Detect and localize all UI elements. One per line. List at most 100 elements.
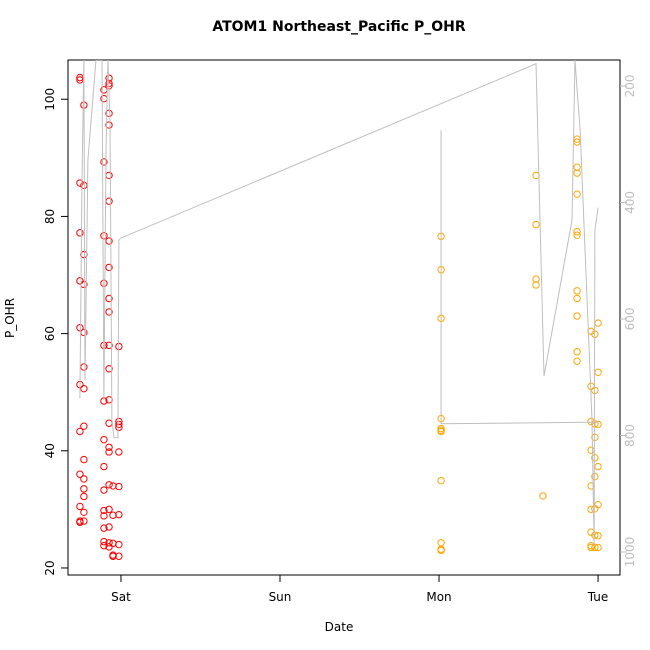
y2-tick-label: 200 (623, 75, 637, 98)
data-point (594, 462, 602, 471)
data-point (115, 448, 123, 456)
data-point (76, 470, 84, 478)
data-point (105, 419, 113, 427)
data-point (437, 427, 445, 436)
y-axis-label: P_OHR (3, 298, 17, 338)
data-point (100, 158, 108, 166)
data-point (80, 363, 88, 371)
chart-title: ATOM1 Northeast_Pacific P_OHR (212, 19, 465, 35)
data-point (80, 384, 88, 393)
data-point (105, 341, 113, 350)
data-point (80, 492, 88, 501)
data-point (109, 552, 117, 560)
data-point (591, 531, 599, 539)
data-point (591, 543, 599, 552)
data-point (100, 279, 108, 287)
data-point (76, 502, 84, 511)
data-point (105, 539, 113, 547)
data-point (594, 500, 602, 509)
data-point (80, 475, 88, 483)
data-point (532, 275, 540, 283)
data-point (532, 171, 540, 180)
data-point (594, 532, 602, 540)
y-tick-label: 20 (43, 560, 57, 575)
x-tick-label: Sun (269, 590, 292, 604)
data-point (437, 476, 445, 485)
data-point (437, 539, 445, 547)
x-tick-label: Mon (426, 590, 451, 604)
data-point (76, 427, 84, 436)
data-point (105, 263, 113, 272)
data-point (100, 486, 108, 494)
data-point (100, 94, 108, 103)
data-point (105, 523, 113, 531)
data-point (80, 455, 88, 464)
data-point (591, 472, 599, 481)
data-point (115, 482, 123, 491)
data-point (105, 294, 113, 303)
data-point (80, 508, 88, 517)
y-tick-label: 100 (43, 88, 57, 111)
y2-tick-label: 400 (623, 191, 637, 214)
x-tick-label: Sat (111, 590, 131, 604)
data-point (594, 368, 602, 376)
data-point (115, 420, 123, 429)
data-point (437, 546, 445, 555)
data-point (532, 281, 540, 289)
data-point (76, 179, 84, 187)
data-point (573, 231, 581, 239)
data-point (573, 190, 581, 198)
data-point (594, 543, 602, 552)
data-point (115, 423, 123, 432)
data-point (100, 512, 108, 520)
data-point (100, 506, 108, 515)
data-point (115, 552, 123, 560)
data-point (573, 163, 581, 171)
data-point (76, 324, 84, 332)
data-point (100, 232, 108, 240)
data-point (573, 294, 581, 303)
data-point (76, 518, 84, 526)
plot-frame (67, 59, 621, 576)
data-point (105, 237, 113, 245)
data-point (100, 462, 108, 471)
data-point (115, 417, 123, 426)
pressure-line (79, 60, 599, 546)
data-point (591, 454, 599, 462)
data-point (573, 169, 581, 177)
y2-tick-label: 800 (623, 424, 637, 447)
data-point (105, 171, 113, 180)
data-point (105, 448, 113, 456)
data-point (76, 229, 84, 237)
data-point (587, 446, 595, 454)
y-tick-label: 60 (43, 326, 57, 341)
data-point (539, 492, 547, 500)
data-point (105, 308, 113, 316)
data-point (573, 227, 581, 236)
data-point (587, 543, 595, 552)
data-point (573, 357, 581, 365)
data-point (100, 524, 108, 532)
data-point (105, 109, 113, 118)
data-point (109, 539, 117, 548)
data-point (80, 485, 88, 493)
data-point (76, 277, 84, 285)
data-point (105, 121, 113, 129)
data-point (573, 348, 581, 356)
data-point (105, 365, 113, 373)
y-tick-label: 80 (43, 209, 57, 224)
data-point (80, 517, 88, 525)
data-point (105, 481, 113, 489)
data-point (115, 510, 123, 519)
data-point (100, 435, 108, 444)
data-point (105, 505, 113, 514)
x-tick-label: Tue (587, 590, 609, 604)
data-point (80, 422, 88, 430)
x-axis-label: Date (325, 620, 354, 634)
y2-tick-label: 600 (623, 308, 637, 331)
y2-tick-label: 1000 (623, 537, 637, 568)
data-point (594, 319, 602, 327)
data-point (573, 287, 581, 295)
data-point (115, 540, 123, 549)
